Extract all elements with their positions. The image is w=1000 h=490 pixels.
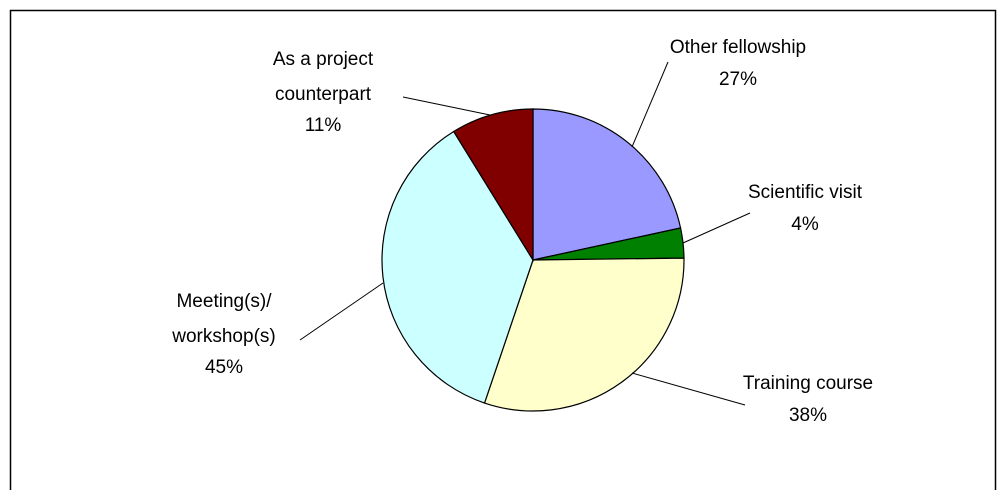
leader-line (682, 212, 751, 244)
slice-value-label: 11% (305, 115, 342, 136)
leader-line (402, 96, 491, 116)
slice-value-label: 45% (205, 357, 243, 378)
pie-slice (483, 257, 685, 412)
slice-value-label: 4% (791, 214, 819, 235)
pie-slice (452, 108, 534, 263)
leader-line (631, 372, 746, 406)
slice-value-label: 38% (789, 405, 827, 426)
leader-line (631, 61, 669, 148)
slice-label: As a project counterpart (273, 49, 374, 105)
pie-slice (532, 108, 682, 261)
slice-label: Scientific visit (748, 182, 863, 203)
slice-label: Other fellowship (670, 37, 806, 58)
leader-line (299, 282, 384, 341)
slice-label: Meeting(s)/workshop(s) (171, 291, 275, 347)
slice-label: Training course (743, 373, 873, 394)
slice-value-label: 27% (719, 69, 757, 90)
